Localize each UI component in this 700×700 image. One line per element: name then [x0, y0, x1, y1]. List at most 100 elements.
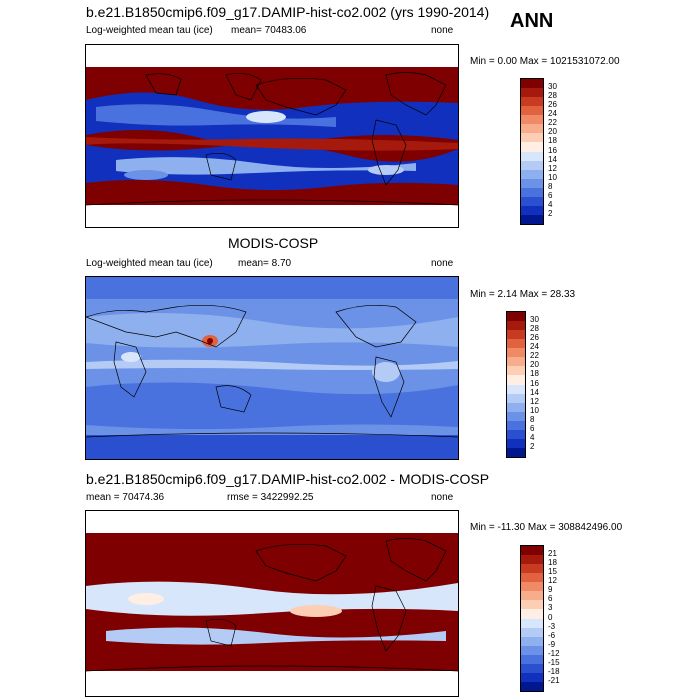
panel-3-colorbar-swatch — [521, 636, 543, 646]
panel-3-colorbar-tick: 6 — [548, 594, 553, 604]
panel-2-colorbar-swatch — [507, 321, 525, 331]
panel-1-colorbar-swatch — [521, 142, 543, 152]
panel-2-colorbar-tick: 8 — [530, 414, 535, 424]
panel-1-colorbar-tick: 4 — [548, 199, 553, 209]
panel-2-colorbar-swatch — [507, 330, 525, 340]
panel-2-colorbar-tick: 22 — [530, 351, 539, 361]
panel-3-colorbar-tick: -18 — [548, 666, 560, 676]
panel-3-colorbar-tick: 12 — [548, 576, 557, 586]
panel-3-colorbar-tick: -21 — [548, 675, 560, 685]
panel-1-colorbar-swatch — [521, 160, 543, 170]
panel-2-colorbar — [506, 311, 526, 458]
panel-2-colorbar-swatch — [507, 438, 525, 448]
panel-3-units-label: none — [431, 492, 454, 503]
panel-2-map — [85, 276, 459, 460]
panel-2-colorbar-swatch — [507, 447, 525, 457]
panel-2-colorbar-swatch — [507, 339, 525, 349]
panel-1-colorbar-tick: 14 — [548, 154, 557, 164]
panel-3-colorbar — [520, 545, 544, 692]
panel-1-units-label: none — [431, 25, 454, 36]
panel-1-colorbar — [520, 78, 544, 225]
panel-1-colorbar-tick: 12 — [548, 163, 557, 173]
panel-1-colorbar-swatch — [521, 151, 543, 161]
panel-1-colorbar-swatch — [521, 196, 543, 206]
panel-2-colorbar-swatch — [507, 384, 525, 394]
panel-1-colorbar-tick: 18 — [548, 136, 557, 146]
panel-1-map-svg — [86, 45, 458, 227]
panel-2-variable-label: Log-weighted mean tau (ice) — [86, 258, 213, 269]
panel-3-colorbar-tick: 15 — [548, 567, 557, 577]
panel-2-map-svg — [86, 277, 458, 459]
panel-1-colorbar-swatch — [521, 115, 543, 125]
panel-2-colorbar-tick: 28 — [530, 324, 539, 334]
panel-2-colorbar-tick: 14 — [530, 387, 539, 397]
panel-2-colorbar-tick: 24 — [530, 342, 539, 352]
panel-3-colorbar-swatch — [521, 645, 543, 655]
panel-3-colorbar-tick: -9 — [548, 639, 556, 649]
panel-3-colorbar-tick: 3 — [548, 603, 553, 613]
panel-1-colorbar-tick: 20 — [548, 127, 557, 137]
season-label: ANN — [510, 10, 554, 32]
panel-3-colorbar-swatch — [521, 672, 543, 682]
panel-1-colorbar-tick: 8 — [548, 181, 553, 191]
panel-1-colorbar-tick: 30 — [548, 82, 557, 92]
panel-3-mean-label: mean = 70474.36 — [86, 492, 165, 503]
panel-3-colorbar-tick: -3 — [548, 621, 556, 631]
panel-2-colorbar-swatch — [507, 357, 525, 367]
panel-2-colorbar-tick: 16 — [530, 378, 539, 388]
panel-1-colorbar-swatch — [521, 97, 543, 107]
panel-1-variable-label: Log-weighted mean tau (ice) — [86, 25, 213, 36]
panel-2-colorbar-swatch — [507, 420, 525, 430]
panel-3-colorbar-tick: -15 — [548, 657, 560, 667]
panel-1-colorbar-tick: 2 — [548, 208, 553, 218]
panel-2-colorbar-swatch — [507, 393, 525, 403]
panel-3-colorbar-swatch — [521, 555, 543, 565]
panel-1-colorbar-tick: 22 — [548, 118, 557, 128]
panel-3-colorbar-tick: -12 — [548, 648, 560, 658]
panel-3-colorbar-swatch — [521, 609, 543, 619]
panel-2-colorbar-swatch — [507, 411, 525, 421]
panel-1-colorbar-swatch — [521, 88, 543, 98]
panel-3-colorbar-swatch — [521, 546, 543, 556]
panel-3-colorbar-swatch — [521, 591, 543, 601]
panel-3-colorbar-swatch — [521, 573, 543, 583]
panel-1-map — [85, 44, 459, 228]
panel-3-colorbar-tick: 9 — [548, 585, 553, 595]
panel-1-colorbar-tick: 16 — [548, 145, 557, 155]
panel-2-colorbar-tick: 12 — [530, 396, 539, 406]
panel-1-colorbar-tick: 28 — [548, 91, 557, 101]
panel-2-colorbar-tick: 4 — [530, 432, 535, 442]
panel-3-colorbar-swatch — [521, 654, 543, 664]
panel-2-colorbar-swatch — [507, 312, 525, 322]
panel-2-colorbar-swatch — [507, 375, 525, 385]
panel-2-colorbar-swatch — [507, 402, 525, 412]
panel-1-minmax: Min = 0.00 Max = 1021531072.00 — [470, 56, 620, 67]
panel-2-units-label: none — [431, 258, 454, 269]
panel-3-minmax: Min = -11.30 Max = 308842496.00 — [470, 522, 623, 533]
panel-3-colorbar-tick: 21 — [548, 549, 557, 559]
panel-1-colorbar-tick: 24 — [548, 109, 557, 119]
panel-2-title: MODIS-COSP — [228, 235, 319, 251]
panel-1-colorbar-tick: 10 — [548, 172, 557, 182]
panel-3-colorbar-swatch — [521, 600, 543, 610]
panel-1-colorbar-swatch — [521, 214, 543, 224]
panel-3-map-svg — [86, 511, 458, 696]
panel-2-colorbar-tick: 26 — [530, 333, 539, 343]
panel-2-colorbar-swatch — [507, 348, 525, 358]
panel-2-colorbar-tick: 20 — [530, 360, 539, 370]
panel-1-mean-label: mean= 70483.06 — [231, 25, 307, 36]
panel-1-colorbar-swatch — [521, 178, 543, 188]
panel-3-colorbar-tick: 0 — [548, 612, 553, 622]
panel-3-rmse-label: rmse = 3422992.25 — [227, 492, 314, 503]
panel-1-colorbar-swatch — [521, 106, 543, 116]
panel-3-colorbar-swatch — [521, 582, 543, 592]
panel-3-colorbar-swatch — [521, 618, 543, 628]
panel-1-colorbar-tick: 26 — [548, 100, 557, 110]
panel-1-colorbar-swatch — [521, 133, 543, 143]
panel-1-colorbar-swatch — [521, 205, 543, 215]
panel-3-colorbar-swatch — [521, 663, 543, 673]
panel-3-colorbar-swatch — [521, 627, 543, 637]
panel-2-colorbar-tick: 6 — [530, 423, 535, 433]
panel-2-colorbar-swatch — [507, 366, 525, 376]
panel-3-colorbar-swatch — [521, 564, 543, 574]
